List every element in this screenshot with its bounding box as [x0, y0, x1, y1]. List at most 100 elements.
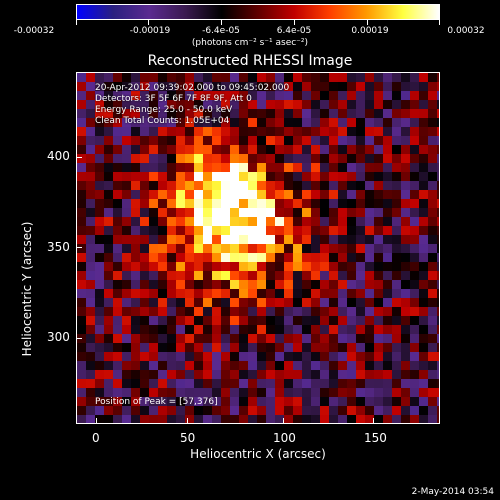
heatmap-cell [392, 325, 401, 334]
heatmap-cell [401, 298, 410, 307]
heatmap-cell [122, 262, 131, 271]
heatmap-cell [257, 271, 266, 280]
heatmap-cell [185, 199, 194, 208]
heatmap-cell [356, 190, 365, 199]
heatmap-cell [158, 226, 167, 235]
heatmap-cell [239, 379, 248, 388]
heatmap-cell [221, 235, 230, 244]
heatmap-cell [437, 100, 439, 109]
heatmap-cell [365, 388, 374, 397]
heatmap-cell [293, 316, 302, 325]
heatmap-cell [194, 397, 203, 406]
heatmap [77, 73, 439, 423]
heatmap-cell [212, 271, 221, 280]
heatmap-cell [221, 388, 230, 397]
heatmap-cell [122, 316, 131, 325]
heatmap-cell [401, 208, 410, 217]
heatmap-cell [122, 325, 131, 334]
heatmap-cell [419, 82, 428, 91]
heatmap-cell [275, 325, 284, 334]
heatmap-cell [203, 73, 212, 82]
heatmap-cell [140, 82, 149, 91]
heatmap-cell [257, 388, 266, 397]
heatmap-cell [176, 334, 185, 343]
heatmap-cell [158, 190, 167, 199]
heatmap-cell [266, 325, 275, 334]
heatmap-cell [392, 82, 401, 91]
heatmap-cell [131, 136, 140, 145]
heatmap-cell [95, 154, 104, 163]
heatmap-cell [302, 100, 311, 109]
heatmap-cell [86, 145, 95, 154]
heatmap-cell [320, 388, 329, 397]
heatmap-cell [365, 307, 374, 316]
heatmap-cell [437, 298, 439, 307]
heatmap-cell [374, 397, 383, 406]
heatmap-cell [365, 172, 374, 181]
heatmap-cell [194, 73, 203, 82]
heatmap-cell [338, 244, 347, 253]
heatmap-cell [266, 109, 275, 118]
heatmap-cell [338, 145, 347, 154]
heatmap-cell [95, 118, 104, 127]
heatmap-cell [338, 388, 347, 397]
heatmap-cell [311, 181, 320, 190]
heatmap-cell [302, 298, 311, 307]
heatmap-cell [428, 343, 437, 352]
heatmap-cell [275, 163, 284, 172]
heatmap-cell [113, 172, 122, 181]
heatmap-cell [392, 109, 401, 118]
heatmap-cell [311, 100, 320, 109]
heatmap-cell [284, 109, 293, 118]
heatmap-cell [221, 145, 230, 154]
heatmap-cell [122, 217, 131, 226]
heatmap-cell [176, 118, 185, 127]
heatmap-cell [293, 307, 302, 316]
heatmap-cell [176, 388, 185, 397]
image-plot: 20-Apr-2012 09:39:02.000 to 09:45:02.000… [76, 72, 440, 424]
heatmap-cell [158, 262, 167, 271]
heatmap-cell [77, 172, 86, 181]
heatmap-cell [239, 226, 248, 235]
heatmap-cell [320, 181, 329, 190]
heatmap-cell [410, 397, 419, 406]
heatmap-cell [212, 145, 221, 154]
heatmap-cell [176, 379, 185, 388]
heatmap-cell [320, 370, 329, 379]
heatmap-cell [419, 406, 428, 415]
heatmap-cell [167, 91, 176, 100]
heatmap-cell [140, 127, 149, 136]
heatmap-cell [293, 334, 302, 343]
heatmap-cell [239, 118, 248, 127]
heatmap-cell [311, 136, 320, 145]
heatmap-cell [293, 271, 302, 280]
heatmap-cell [320, 235, 329, 244]
heatmap-cell [167, 406, 176, 415]
heatmap-cell [392, 145, 401, 154]
heatmap-cell [158, 217, 167, 226]
heatmap-cell [428, 136, 437, 145]
heatmap-cell [194, 127, 203, 136]
heatmap-cell [104, 316, 113, 325]
heatmap-cell [347, 253, 356, 262]
colorbar-tick-label: 6.4e-05 [276, 26, 312, 36]
heatmap-cell [131, 73, 140, 82]
heatmap-cell [401, 91, 410, 100]
heatmap-cell [176, 154, 185, 163]
heatmap-cell [158, 379, 167, 388]
heatmap-cell [203, 352, 212, 361]
heatmap-cell [149, 100, 158, 109]
heatmap-cell [266, 316, 275, 325]
heatmap-cell [248, 127, 257, 136]
heatmap-cell [401, 397, 410, 406]
heatmap-cell [347, 73, 356, 82]
heatmap-cell [428, 316, 437, 325]
heatmap-cell [239, 181, 248, 190]
heatmap-cell [410, 172, 419, 181]
heatmap-cell [401, 73, 410, 82]
heatmap-cell [185, 217, 194, 226]
heatmap-cell [374, 136, 383, 145]
heatmap-cell [419, 298, 428, 307]
heatmap-cell [257, 163, 266, 172]
heatmap-cell [437, 154, 439, 163]
